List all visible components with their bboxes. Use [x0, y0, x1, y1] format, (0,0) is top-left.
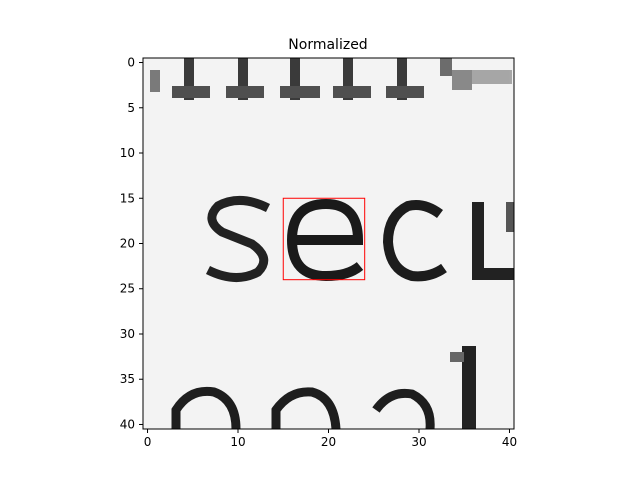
y-tick-label: 30: [120, 327, 135, 341]
glyph-s: [205, 196, 271, 282]
y-tick-label: 40: [120, 417, 135, 431]
y-tick-label: 15: [120, 191, 135, 205]
x-tick-label: 20: [321, 435, 336, 449]
digit-1-fragment: [450, 346, 476, 429]
y-tick-label: 35: [120, 372, 135, 386]
bottom-glyph-fragments: [171, 386, 435, 429]
y-tick-label: 10: [120, 146, 135, 160]
text-image: [150, 58, 514, 429]
glyph-e: [286, 198, 364, 282]
chart-title: Normalized: [288, 37, 367, 53]
glyph-u-fragment: [472, 202, 514, 280]
y-tick-label: 5: [127, 101, 135, 115]
y-tick-label: 25: [120, 282, 135, 296]
x-tick-label: 40: [502, 435, 517, 449]
annotation-box: [282, 197, 366, 281]
x-axis: 0 10 20 30 40: [144, 429, 517, 449]
y-tick-label: 20: [120, 237, 135, 251]
top-glyph-fragments: [150, 58, 512, 100]
x-tick-label: 30: [411, 435, 426, 449]
x-tick-label: 10: [230, 435, 245, 449]
y-axis: 0 5 10 15 20 25 30 35 40: [120, 56, 143, 431]
x-tick-label: 0: [144, 435, 152, 449]
y-tick-label: 0: [127, 56, 135, 70]
glyph-c: [382, 200, 447, 282]
plot-area: 0 10 20 30 40 0 5 10 15 20 25 30 35 40: [120, 56, 517, 449]
